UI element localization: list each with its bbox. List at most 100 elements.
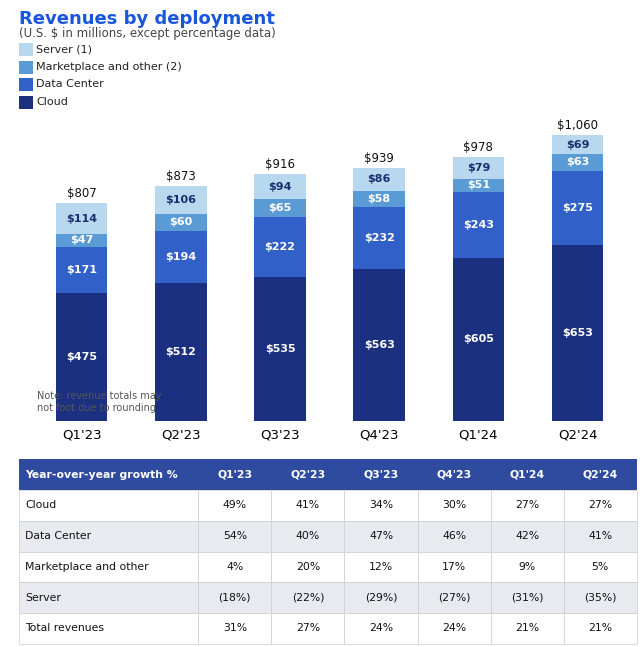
FancyBboxPatch shape: [344, 582, 417, 613]
FancyBboxPatch shape: [491, 613, 564, 644]
Text: 42%: 42%: [515, 531, 540, 541]
Text: 24%: 24%: [369, 624, 393, 633]
Text: Q1'24: Q1'24: [509, 470, 545, 479]
Text: $475: $475: [66, 351, 97, 362]
Text: $535: $535: [265, 344, 295, 353]
FancyBboxPatch shape: [564, 582, 637, 613]
Text: Q2'24: Q2'24: [582, 470, 618, 479]
FancyBboxPatch shape: [198, 613, 271, 644]
FancyBboxPatch shape: [417, 490, 491, 521]
Bar: [254, 199, 306, 217]
FancyBboxPatch shape: [19, 582, 198, 613]
Text: Cloud: Cloud: [26, 501, 56, 510]
Text: 20%: 20%: [296, 562, 320, 572]
Text: (22%): (22%): [292, 593, 324, 602]
Text: Marketplace and other (2): Marketplace and other (2): [36, 61, 182, 72]
Text: 41%: 41%: [588, 531, 612, 541]
Text: $114: $114: [66, 214, 97, 224]
Text: Total revenues: Total revenues: [26, 624, 104, 633]
Bar: [552, 171, 604, 245]
Bar: [254, 276, 306, 421]
Text: Q1'23: Q1'23: [218, 470, 252, 479]
Text: $106: $106: [165, 195, 196, 205]
FancyBboxPatch shape: [271, 551, 344, 582]
FancyBboxPatch shape: [271, 521, 344, 551]
Text: $243: $243: [463, 220, 494, 230]
Text: (29%): (29%): [365, 593, 397, 602]
Text: $232: $232: [364, 233, 395, 243]
Text: 34%: 34%: [369, 501, 393, 510]
Text: 24%: 24%: [442, 624, 466, 633]
Text: Q2'23: Q2'23: [291, 470, 326, 479]
Bar: [254, 217, 306, 276]
Text: 27%: 27%: [588, 501, 612, 510]
FancyBboxPatch shape: [344, 490, 417, 521]
FancyBboxPatch shape: [491, 521, 564, 551]
Text: Server (1): Server (1): [36, 44, 93, 54]
Text: Cloud: Cloud: [36, 96, 68, 107]
Bar: [56, 247, 108, 292]
Text: Revenues by deployment: Revenues by deployment: [19, 10, 275, 28]
Text: 30%: 30%: [442, 501, 466, 510]
FancyBboxPatch shape: [198, 459, 271, 490]
FancyBboxPatch shape: [564, 521, 637, 551]
Text: $194: $194: [165, 252, 196, 261]
Text: (35%): (35%): [584, 593, 616, 602]
FancyBboxPatch shape: [417, 613, 491, 644]
FancyBboxPatch shape: [491, 551, 564, 582]
Text: $605: $605: [463, 334, 494, 344]
Text: $978: $978: [463, 141, 493, 154]
Text: $86: $86: [367, 175, 391, 184]
FancyBboxPatch shape: [344, 551, 417, 582]
Text: $222: $222: [264, 242, 296, 252]
FancyBboxPatch shape: [19, 551, 198, 582]
Bar: [56, 292, 108, 421]
Bar: [552, 135, 604, 154]
Text: 21%: 21%: [515, 624, 540, 633]
Text: $807: $807: [67, 187, 97, 200]
FancyBboxPatch shape: [491, 490, 564, 521]
FancyBboxPatch shape: [491, 582, 564, 613]
Text: 31%: 31%: [223, 624, 247, 633]
Bar: [155, 214, 207, 230]
FancyBboxPatch shape: [344, 613, 417, 644]
Text: Data Center: Data Center: [36, 79, 104, 89]
FancyBboxPatch shape: [417, 582, 491, 613]
Text: 21%: 21%: [588, 624, 612, 633]
FancyBboxPatch shape: [564, 613, 637, 644]
FancyBboxPatch shape: [271, 459, 344, 490]
Bar: [353, 269, 405, 421]
FancyBboxPatch shape: [417, 551, 491, 582]
FancyBboxPatch shape: [491, 459, 564, 490]
Bar: [452, 157, 504, 179]
Bar: [552, 154, 604, 171]
Text: 49%: 49%: [223, 501, 247, 510]
Bar: [155, 283, 207, 421]
FancyBboxPatch shape: [198, 490, 271, 521]
Text: (U.S. $ in millions, except percentage data): (U.S. $ in millions, except percentage d…: [19, 27, 276, 40]
FancyBboxPatch shape: [417, 521, 491, 551]
FancyBboxPatch shape: [198, 521, 271, 551]
Text: $171: $171: [66, 265, 97, 275]
Text: Year-over-year growth %: Year-over-year growth %: [26, 470, 178, 479]
Text: Marketplace and other: Marketplace and other: [26, 562, 149, 572]
FancyBboxPatch shape: [19, 459, 198, 490]
Bar: [452, 258, 504, 421]
Text: $939: $939: [364, 151, 394, 164]
Text: $63: $63: [566, 157, 589, 168]
Bar: [452, 179, 504, 192]
FancyBboxPatch shape: [271, 490, 344, 521]
FancyBboxPatch shape: [564, 490, 637, 521]
Bar: [353, 168, 405, 191]
Bar: [452, 192, 504, 258]
FancyBboxPatch shape: [271, 582, 344, 613]
Text: 5%: 5%: [591, 562, 609, 572]
Text: Server: Server: [26, 593, 61, 602]
Bar: [56, 203, 108, 234]
Text: $51: $51: [467, 181, 490, 190]
Text: $94: $94: [268, 182, 292, 192]
Text: $275: $275: [562, 203, 593, 213]
Text: $60: $60: [169, 217, 193, 228]
Text: $47: $47: [70, 236, 93, 245]
Text: Q4'23: Q4'23: [436, 470, 472, 479]
